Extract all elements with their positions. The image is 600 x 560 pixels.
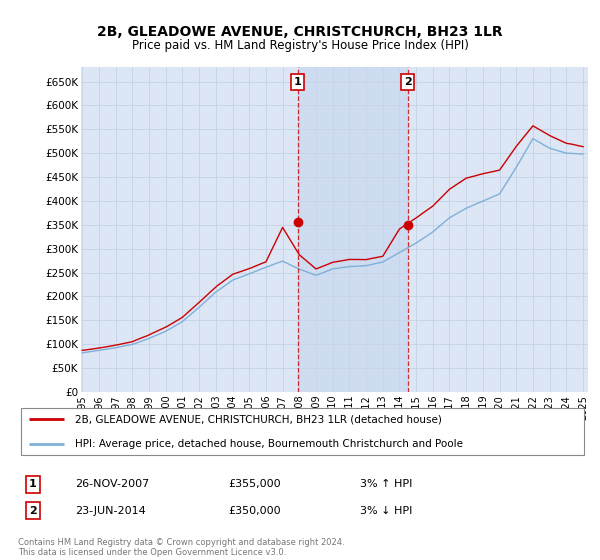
Text: 2: 2: [29, 506, 37, 516]
Text: 1: 1: [294, 77, 301, 87]
Text: £355,000: £355,000: [228, 479, 281, 489]
Text: Contains HM Land Registry data © Crown copyright and database right 2024.
This d: Contains HM Land Registry data © Crown c…: [18, 538, 344, 557]
FancyBboxPatch shape: [21, 408, 584, 455]
Text: 23-JUN-2014: 23-JUN-2014: [75, 506, 146, 516]
Text: HPI: Average price, detached house, Bournemouth Christchurch and Poole: HPI: Average price, detached house, Bour…: [75, 439, 463, 449]
Text: 2B, GLEADOWE AVENUE, CHRISTCHURCH, BH23 1LR (detached house): 2B, GLEADOWE AVENUE, CHRISTCHURCH, BH23 …: [75, 414, 442, 424]
Text: Price paid vs. HM Land Registry's House Price Index (HPI): Price paid vs. HM Land Registry's House …: [131, 39, 469, 52]
Text: 2B, GLEADOWE AVENUE, CHRISTCHURCH, BH23 1LR: 2B, GLEADOWE AVENUE, CHRISTCHURCH, BH23 …: [97, 25, 503, 39]
Text: £350,000: £350,000: [228, 506, 281, 516]
Text: 26-NOV-2007: 26-NOV-2007: [75, 479, 149, 489]
Text: 1: 1: [29, 479, 37, 489]
Bar: [298, 67, 408, 392]
Text: 3% ↑ HPI: 3% ↑ HPI: [360, 479, 412, 489]
Text: 2: 2: [404, 77, 412, 87]
Text: 3% ↓ HPI: 3% ↓ HPI: [360, 506, 412, 516]
